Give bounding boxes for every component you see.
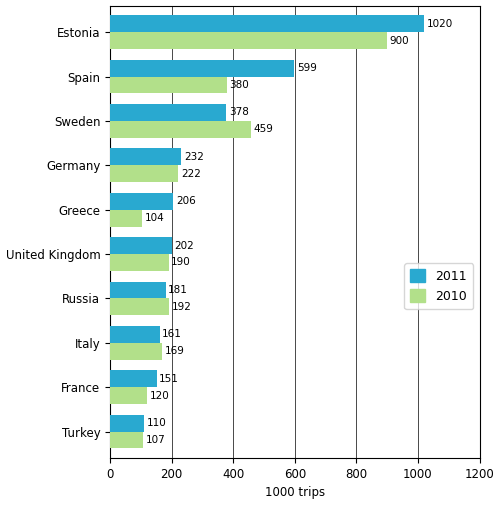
Bar xyxy=(110,415,144,432)
Text: 107: 107 xyxy=(146,435,165,445)
Text: 378: 378 xyxy=(229,108,249,118)
Bar xyxy=(110,32,387,49)
Bar xyxy=(110,370,156,387)
Bar xyxy=(110,210,142,227)
Text: 206: 206 xyxy=(176,196,196,206)
Bar xyxy=(110,60,294,77)
Legend: 2011, 2010: 2011, 2010 xyxy=(404,263,473,309)
Text: 181: 181 xyxy=(168,285,188,295)
Text: 192: 192 xyxy=(172,302,192,312)
Bar xyxy=(110,387,147,404)
Bar xyxy=(110,193,174,210)
Bar xyxy=(110,104,226,121)
X-axis label: 1000 trips: 1000 trips xyxy=(264,486,325,499)
Bar xyxy=(110,326,160,343)
Bar xyxy=(110,254,168,271)
Text: 599: 599 xyxy=(297,63,317,73)
Bar xyxy=(110,77,227,93)
Text: 190: 190 xyxy=(171,258,191,268)
Bar xyxy=(110,298,169,315)
Text: 104: 104 xyxy=(144,213,165,223)
Bar xyxy=(110,432,143,448)
Text: 900: 900 xyxy=(390,36,409,45)
Text: 151: 151 xyxy=(159,374,179,384)
Bar xyxy=(110,15,424,32)
Text: 120: 120 xyxy=(150,390,169,400)
Text: 232: 232 xyxy=(184,152,204,162)
Text: 169: 169 xyxy=(164,346,184,356)
Bar xyxy=(110,343,162,360)
Bar xyxy=(110,148,182,165)
Bar xyxy=(110,165,178,182)
Text: 1020: 1020 xyxy=(426,19,453,29)
Bar xyxy=(110,282,166,298)
Bar xyxy=(110,121,252,138)
Text: 202: 202 xyxy=(174,240,195,250)
Text: 380: 380 xyxy=(230,80,250,90)
Text: 222: 222 xyxy=(181,169,201,179)
Text: 459: 459 xyxy=(254,124,274,134)
Text: 161: 161 xyxy=(162,329,182,339)
Bar xyxy=(110,237,172,254)
Text: 110: 110 xyxy=(146,418,166,428)
